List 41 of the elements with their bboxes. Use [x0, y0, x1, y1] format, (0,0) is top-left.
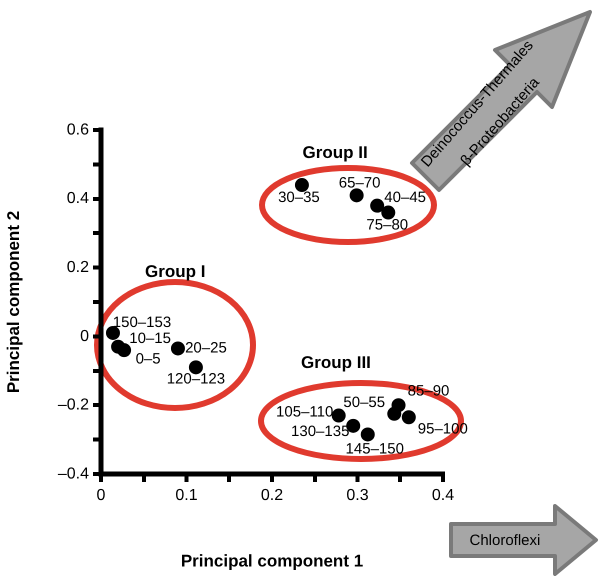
point — [350, 188, 364, 202]
x-axis-title: Principal component 1 — [180, 551, 364, 570]
x-tick-label: 0 — [96, 487, 106, 504]
x-tick-label: 0.3 — [346, 487, 369, 504]
x-tick-label: 0.2 — [260, 487, 284, 504]
annotation: 105–110 — [276, 404, 334, 421]
x-tick-label: 0.1 — [175, 487, 198, 504]
point — [170, 341, 185, 356]
annotation: 30–35 — [278, 189, 320, 206]
y-tick-label: 0.6 — [66, 121, 90, 138]
annotation: 10–15 — [129, 330, 171, 347]
annotation: Group I — [145, 262, 206, 282]
point — [381, 206, 396, 220]
annotation: Group III — [301, 352, 371, 372]
annotation: Group II — [302, 142, 368, 162]
annotation: 130–135 — [291, 422, 350, 440]
x-tick-label: 0.4 — [432, 487, 454, 504]
point — [106, 326, 120, 340]
point — [360, 427, 375, 442]
y-tick-label: –0.2 — [58, 396, 90, 414]
y-tick-label: 0 — [80, 328, 90, 345]
annotation: 50–55 — [343, 394, 386, 411]
annotation: 65–70 — [338, 174, 381, 192]
text: Chloroflexi — [470, 532, 540, 549]
annotation: 120–123 — [166, 370, 226, 388]
y-tick-label: 0.2 — [66, 259, 90, 276]
point — [392, 398, 406, 412]
point — [332, 408, 346, 423]
annotation: 0–5 — [136, 350, 161, 368]
point — [294, 178, 309, 192]
annotation: 20–25 — [185, 340, 227, 357]
y-tick-label: –0.4 — [58, 465, 90, 482]
y-tick-label: 0.4 — [66, 190, 90, 208]
point — [117, 343, 132, 358]
y-axis-title: Principal component 2 — [4, 210, 23, 394]
annotation: 40–45 — [384, 188, 426, 206]
annotation: 75–80 — [366, 216, 408, 234]
annotation: 145–150 — [346, 440, 404, 458]
annotation: 150–153 — [112, 314, 172, 332]
point — [370, 198, 384, 213]
point — [402, 410, 416, 424]
